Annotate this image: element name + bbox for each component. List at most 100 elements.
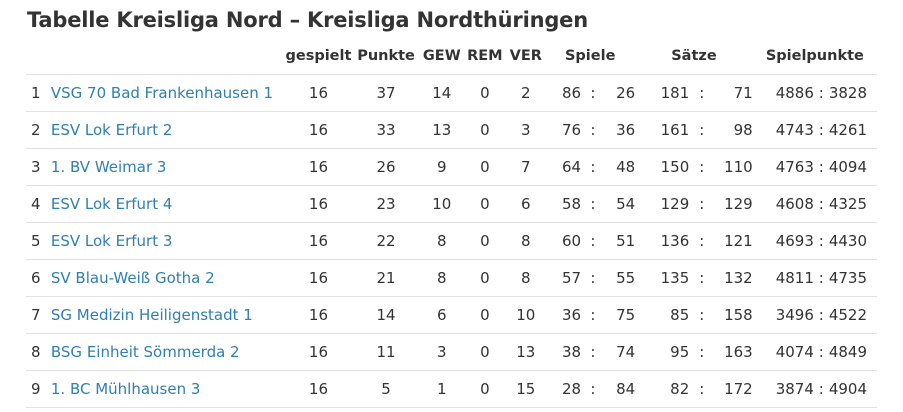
saetze-won-cell: 82 [635,370,690,408]
spiele-separator: : [581,370,605,408]
header-rem: REM [467,48,503,64]
spielpunkte-lost-cell: 4261 [828,111,877,149]
team-link[interactable]: VSG 70 Bad Frankenhausen 1 [50,84,274,102]
rank-cell: 4 [26,185,48,223]
team-cell: 1. BV Weimar 3 [47,148,286,186]
saetze-separator: : [689,222,715,260]
team-link[interactable]: SG Medizin Heiligenstadt 1 [50,306,253,324]
spiele-separator: : [581,148,605,186]
team-link[interactable]: 1. BC Mühlhausen 3 [50,380,201,398]
rank-cell: 3 [26,148,48,186]
spiele-lost-cell: 74 [604,333,636,371]
gew-cell: 10 [420,185,464,223]
gew-cell: 1 [420,370,464,408]
gespielt-cell: 16 [285,148,352,186]
saetze-separator: : [689,370,715,408]
saetze-won-cell: 95 [635,333,690,371]
punkte-cell: 33 [351,111,421,149]
spielpunkte-won-cell: 4693 [752,222,814,260]
rem-cell: 0 [463,74,507,112]
spielpunkte-won-cell: 4074 [752,333,814,371]
saetze-separator: : [689,148,715,186]
team-link[interactable]: ESV Lok Erfurt 3 [50,232,173,250]
saetze-separator: : [689,185,715,223]
spiele-separator: : [581,259,605,297]
saetze-lost-cell: 132 [714,259,753,297]
punkte-cell: 23 [351,185,421,223]
rank-cell: 8 [26,333,48,371]
header-gew: GEW [422,48,461,64]
spiele-separator: : [581,185,605,223]
ver-cell: 6 [506,185,546,223]
rem-cell: 0 [463,333,507,371]
punkte-cell: 11 [351,333,421,371]
saetze-lost-cell: 121 [714,222,753,260]
spielpunkte-separator: : [813,111,829,149]
spiele-won-cell: 36 [545,296,582,334]
gew-cell: 6 [420,296,464,334]
saetze-lost-cell: 172 [714,370,753,408]
spielpunkte-lost-cell: 4430 [828,222,877,260]
team-cell: SG Medizin Heiligenstadt 1 [47,296,286,334]
spiele-separator: : [581,111,605,149]
spiele-won-cell: 76 [545,111,582,149]
saetze-separator: : [689,259,715,297]
gespielt-cell: 16 [285,370,352,408]
team-cell: ESV Lok Erfurt 3 [47,222,286,260]
table-row: 2 ESV Lok Erfurt 2 16 33 13 0 3 76:36 161:98 4743… [26,111,877,149]
saetze-separator: : [689,296,715,334]
saetze-won-cell: 135 [635,259,690,297]
page-title: Tabelle Kreisliga Nord – Kreisliga Nordt… [27,8,588,32]
rem-cell: 0 [463,148,507,186]
gew-cell: 8 [420,222,464,260]
spielpunkte-separator: : [813,74,829,112]
gespielt-cell: 16 [285,111,352,149]
team-cell: BSG Einheit Sömmerda 2 [47,333,286,371]
rank-cell: 9 [26,370,48,408]
saetze-separator: : [689,111,715,149]
saetze-won-cell: 161 [635,111,690,149]
gespielt-cell: 16 [285,185,352,223]
saetze-separator: : [689,333,715,371]
table-row: 6 SV Blau-Weiß Gotha 2 16 21 8 0 8 57:55 135:132… [26,259,877,297]
team-link[interactable]: ESV Lok Erfurt 4 [50,195,173,213]
team-link[interactable]: ESV Lok Erfurt 2 [50,121,173,139]
team-link[interactable]: SV Blau-Weiß Gotha 2 [50,269,215,287]
punkte-cell: 26 [351,148,421,186]
header-punkte: Punkte [357,48,415,64]
spielpunkte-won-cell: 4608 [752,185,814,223]
spiele-separator: : [581,222,605,260]
spielpunkte-won-cell: 3496 [752,296,814,334]
spielpunkte-separator: : [813,296,829,334]
header-ver: VER [509,48,542,64]
saetze-lost-cell: 71 [714,74,753,112]
spielpunkte-lost-cell: 4094 [828,148,877,186]
spielpunkte-lost-cell: 4904 [828,370,877,408]
spielpunkte-separator: : [813,148,829,186]
header-spiele: Spiele [564,48,616,64]
team-link[interactable]: 1. BV Weimar 3 [50,158,167,176]
spiele-separator: : [581,296,605,334]
rem-cell: 0 [463,259,507,297]
spiele-won-cell: 28 [545,370,582,408]
team-cell: ESV Lok Erfurt 4 [47,185,286,223]
spiele-won-cell: 64 [545,148,582,186]
spielpunkte-lost-cell: 4522 [828,296,877,334]
spielpunkte-won-cell: 4743 [752,111,814,149]
header-saetze: Sätze [671,48,717,64]
spiele-lost-cell: 36 [604,111,636,149]
ver-cell: 15 [506,370,546,408]
gespielt-cell: 16 [285,259,352,297]
gew-cell: 8 [420,259,464,297]
rank-cell: 6 [26,259,48,297]
spiele-lost-cell: 84 [604,370,636,408]
gew-cell: 14 [420,74,464,112]
spielpunkte-won-cell: 4763 [752,148,814,186]
table-header-row: gespielt Punkte GEW REM VER Spiele Sätze… [26,38,877,75]
spielpunkte-separator: : [813,259,829,297]
punkte-cell: 5 [351,370,421,408]
rem-cell: 0 [463,185,507,223]
spielpunkte-won-cell: 4886 [752,74,814,112]
team-link[interactable]: BSG Einheit Sömmerda 2 [50,343,240,361]
spielpunkte-lost-cell: 4325 [828,185,877,223]
